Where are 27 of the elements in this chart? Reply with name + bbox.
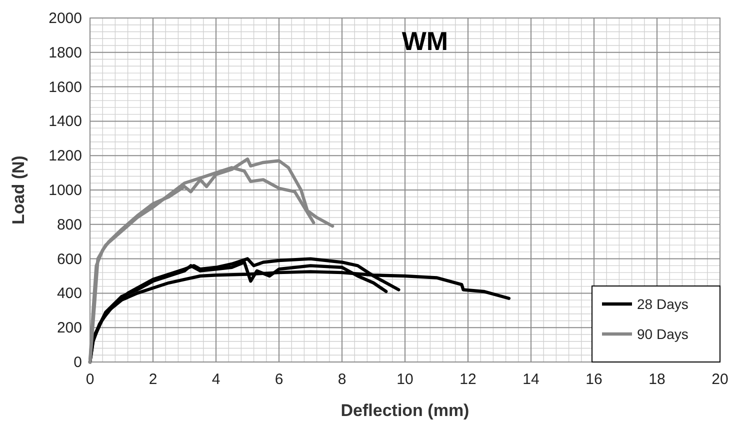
y-tick-label: 600 <box>56 250 82 268</box>
y-tick-label: 1000 <box>48 182 82 199</box>
x-tick-label: 10 <box>396 371 414 388</box>
x-tick-label: 18 <box>648 371 666 388</box>
legend-label: 28 Days <box>637 296 688 312</box>
legend-label: 90 Days <box>637 326 688 342</box>
x-tick-label: 0 <box>86 371 94 388</box>
x-tick-label: 12 <box>460 371 476 388</box>
y-tick-label: 2000 <box>48 10 82 27</box>
y-tick-label: 1400 <box>48 113 82 130</box>
x-tick-label: 4 <box>212 371 220 388</box>
chart-title: WM <box>402 26 448 56</box>
y-tick-label: 1200 <box>48 148 82 165</box>
y-tick-label: 0 <box>74 354 82 371</box>
x-axis-title: Deflection (mm) <box>340 401 470 420</box>
y-tick-label: 400 <box>56 285 82 302</box>
y-axis-title: Load (N) <box>9 156 28 224</box>
x-tick-label: 2 <box>148 371 158 388</box>
x-tick-label: 8 <box>338 371 346 388</box>
x-tick-label: 20 <box>712 371 728 388</box>
x-tick-label: 14 <box>522 371 540 388</box>
x-tick-label: 6 <box>274 371 284 388</box>
y-tick-label: 800 <box>56 216 82 234</box>
y-tick-label: 1800 <box>48 44 82 62</box>
y-tick-label: 1600 <box>48 78 82 96</box>
y-tick-label: 200 <box>56 320 82 337</box>
x-tick-label: 16 <box>586 371 602 388</box>
